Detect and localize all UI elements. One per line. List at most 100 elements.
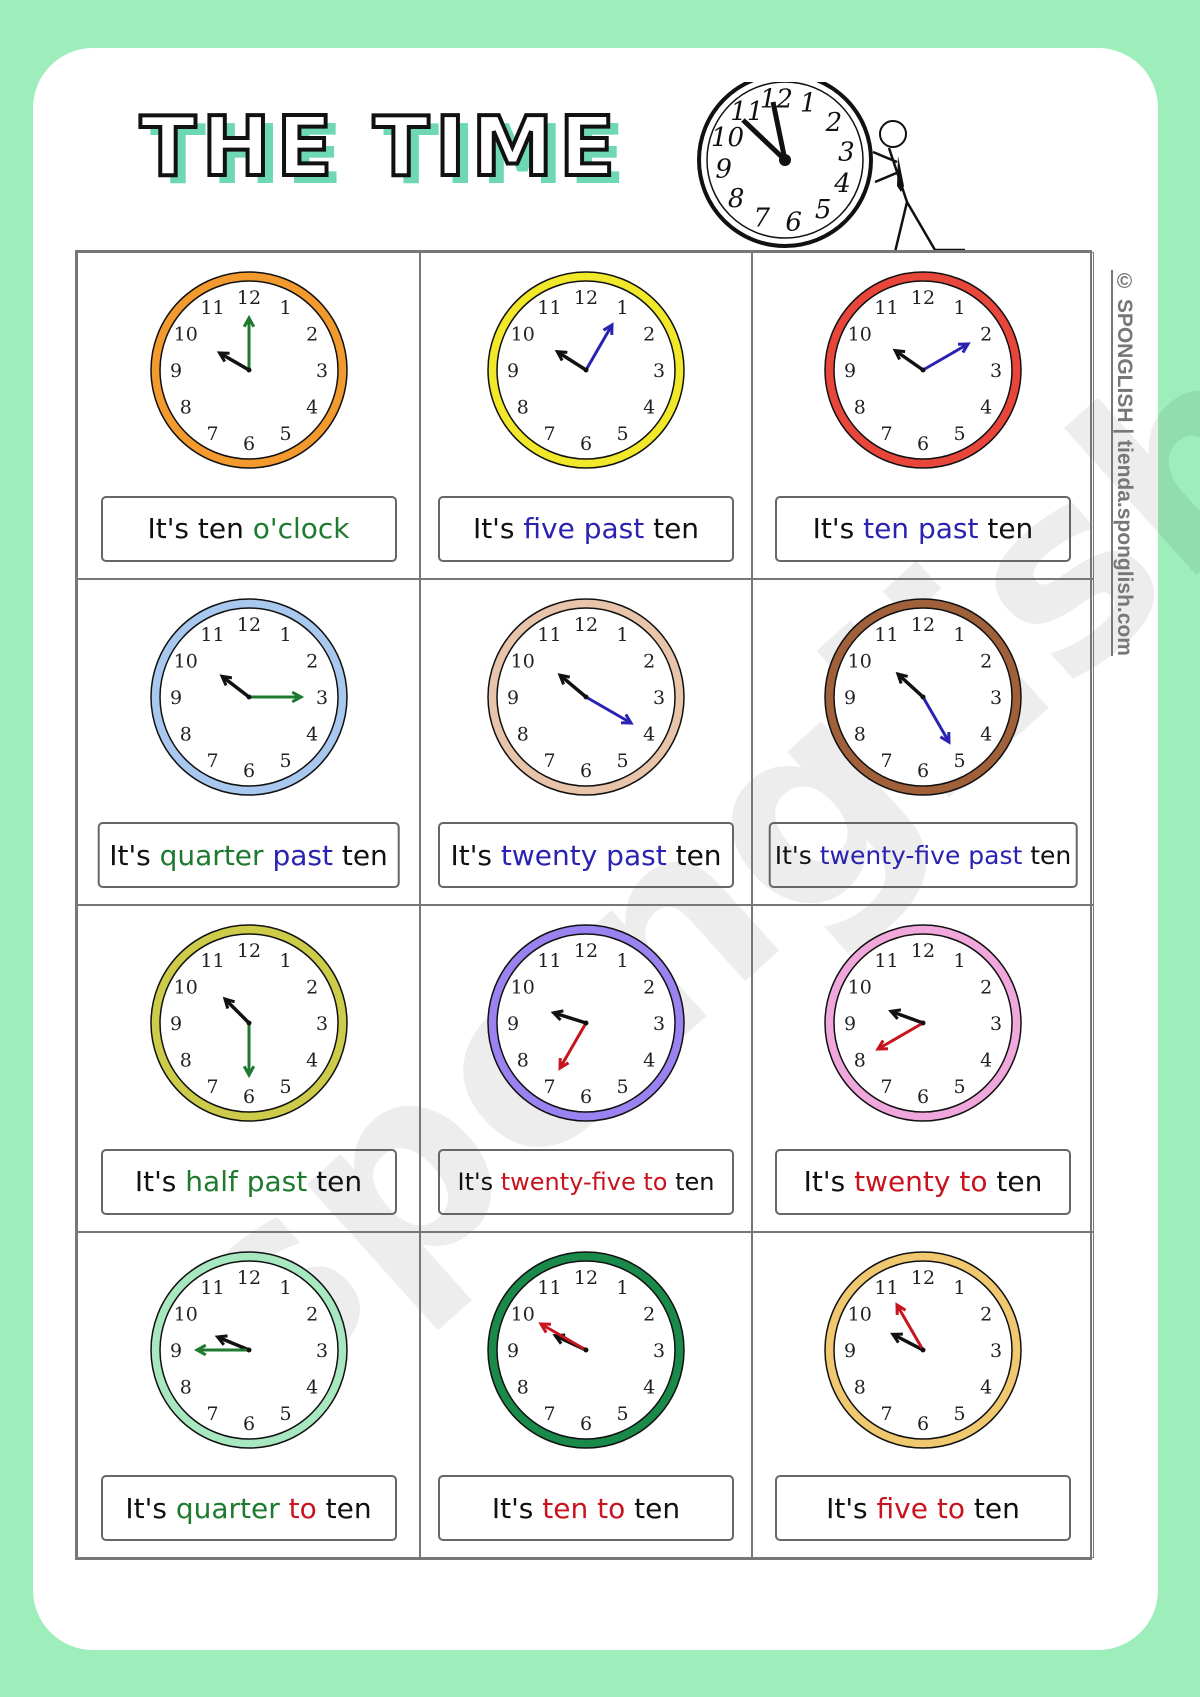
time-label-part: ten [332,838,388,872]
clock-number: 9 [507,1013,519,1035]
clock-number: 7 [206,750,218,772]
clock-number: 5 [616,750,628,772]
clock-number: 5 [279,750,291,772]
hour-hand [553,1011,587,1025]
clock-number: 8 [854,1376,866,1398]
copyright-credit: © SPONGLISH | tienda.sponglish.com [1113,270,1136,656]
clock-number: 2 [643,650,655,672]
clock-number: 6 [580,433,592,455]
clock-cell: 12 1 2 3 4 5 6 7 8 9 10 11 It's ten o'clock [77,252,420,579]
time-label-part: ten [644,512,700,545]
clock-number: 4 [306,723,318,745]
clock-number: 11 [537,623,561,645]
clock-number: 8 [854,723,866,745]
hour-hand [556,350,587,372]
clock-number: 10 [848,1303,872,1325]
clock-number: 1 [953,623,965,645]
clock-number: 2 [306,650,318,672]
clock-number: 7 [880,1076,892,1098]
clock-number: 10 [711,123,744,153]
time-label: It's five past ten [438,495,734,562]
time-label-part: It's [450,838,501,872]
time-label-part: ten [316,1491,372,1525]
clock-number: 2 [980,650,992,672]
clock-number: 6 [242,1086,254,1108]
minute-hand-arrowhead [621,713,634,725]
clock-number: 2 [643,977,655,999]
clock-number: 5 [616,1076,628,1098]
hour-hand [223,997,250,1025]
hour-hand [892,1332,924,1352]
minute-hand [540,1322,587,1351]
clock-number: 12 [574,940,598,962]
hour-hand-arrowhead [550,1009,564,1022]
clock-cell: 12 1 2 3 4 5 6 7 8 9 10 11 It's twenty to ten [752,905,1094,1232]
clock-number: 9 [844,360,856,382]
clock-number: 4 [643,1050,655,1072]
time-label-part: half past [185,1165,308,1198]
clock-number: 5 [953,423,965,445]
clock-number: 1 [953,950,965,972]
clock-number: 1 [279,297,291,319]
minute-hand-arrowhead [875,1039,888,1051]
clock-grid: 12 1 2 3 4 5 6 7 8 9 10 11 It's ten o'clock 12 1 2 3 4 5 6 7… [75,250,1094,1560]
time-label-part: ten [1022,840,1072,870]
clock-number: 11 [200,297,224,319]
time-label-part: twenty past [500,838,667,872]
clock-number: 3 [653,1340,665,1362]
clock-number: 7 [543,1076,555,1098]
time-label: It's ten past ten [775,495,1071,562]
hour-hand [558,673,588,698]
clock-number: 9 [169,1340,181,1362]
clock-number: 3 [315,360,327,382]
time-label-part: five past [523,512,645,545]
clock-number: 12 [911,614,935,636]
clock-number: 9 [844,687,856,709]
page-title: THE TIME [138,98,622,197]
clock-number: 11 [200,1276,224,1298]
minute-hand [558,1022,588,1069]
time-label: It's twenty past ten [438,822,734,888]
clock-number: 5 [953,1076,965,1098]
clock-number: 4 [980,1376,992,1398]
clock-number: 6 [242,760,254,782]
hour-hand-arrowhead [554,350,568,362]
clock-number: 4 [980,397,992,419]
hour-hand [890,1009,924,1025]
time-label-part: o'clock [252,512,350,545]
clock-number: 6 [917,433,929,455]
clock-number: 3 [838,137,855,167]
clock-number: 9 [507,687,519,709]
minute-hand [584,324,614,371]
hour-hand-arrowhead [214,1333,228,1346]
clock-number: 11 [874,623,898,645]
clock-number: 3 [315,1013,327,1035]
time-label-part: It's [774,840,820,870]
clock-number: 9 [844,1013,856,1035]
hour-hand-arrowhead [895,671,909,684]
clock-number: 3 [315,1340,327,1362]
clock-number: 6 [917,1413,929,1435]
clock-number: 10 [511,324,535,346]
clock-number: 8 [517,397,529,419]
clock-cell: 12 1 2 3 4 5 6 7 8 9 10 11 It's ten to ten [420,1231,752,1558]
time-label-part: It's [457,1167,501,1196]
minute-hand-arrowhead [895,1301,907,1315]
hour-hand-arrowhead [219,673,232,686]
time-label-part: It's [472,512,524,545]
clock-cell: 12 1 2 3 4 5 6 7 8 9 10 11 It's twenty-five to ten [420,905,752,1232]
time-label: It's quarter past ten [97,822,400,888]
clock-number: 6 [580,760,592,782]
clock-number: 7 [754,203,771,233]
clock-number: 1 [279,950,291,972]
clock-cell: 12 1 2 3 4 5 6 7 8 9 10 11 It's five to ten [752,1231,1094,1558]
time-label-part: It's [134,1165,186,1198]
clock-number: 2 [980,324,992,346]
clock-number: 3 [990,360,1002,382]
clock-number: 11 [200,623,224,645]
time-label-part: It's [826,1491,877,1525]
clock-number: 11 [537,297,561,319]
